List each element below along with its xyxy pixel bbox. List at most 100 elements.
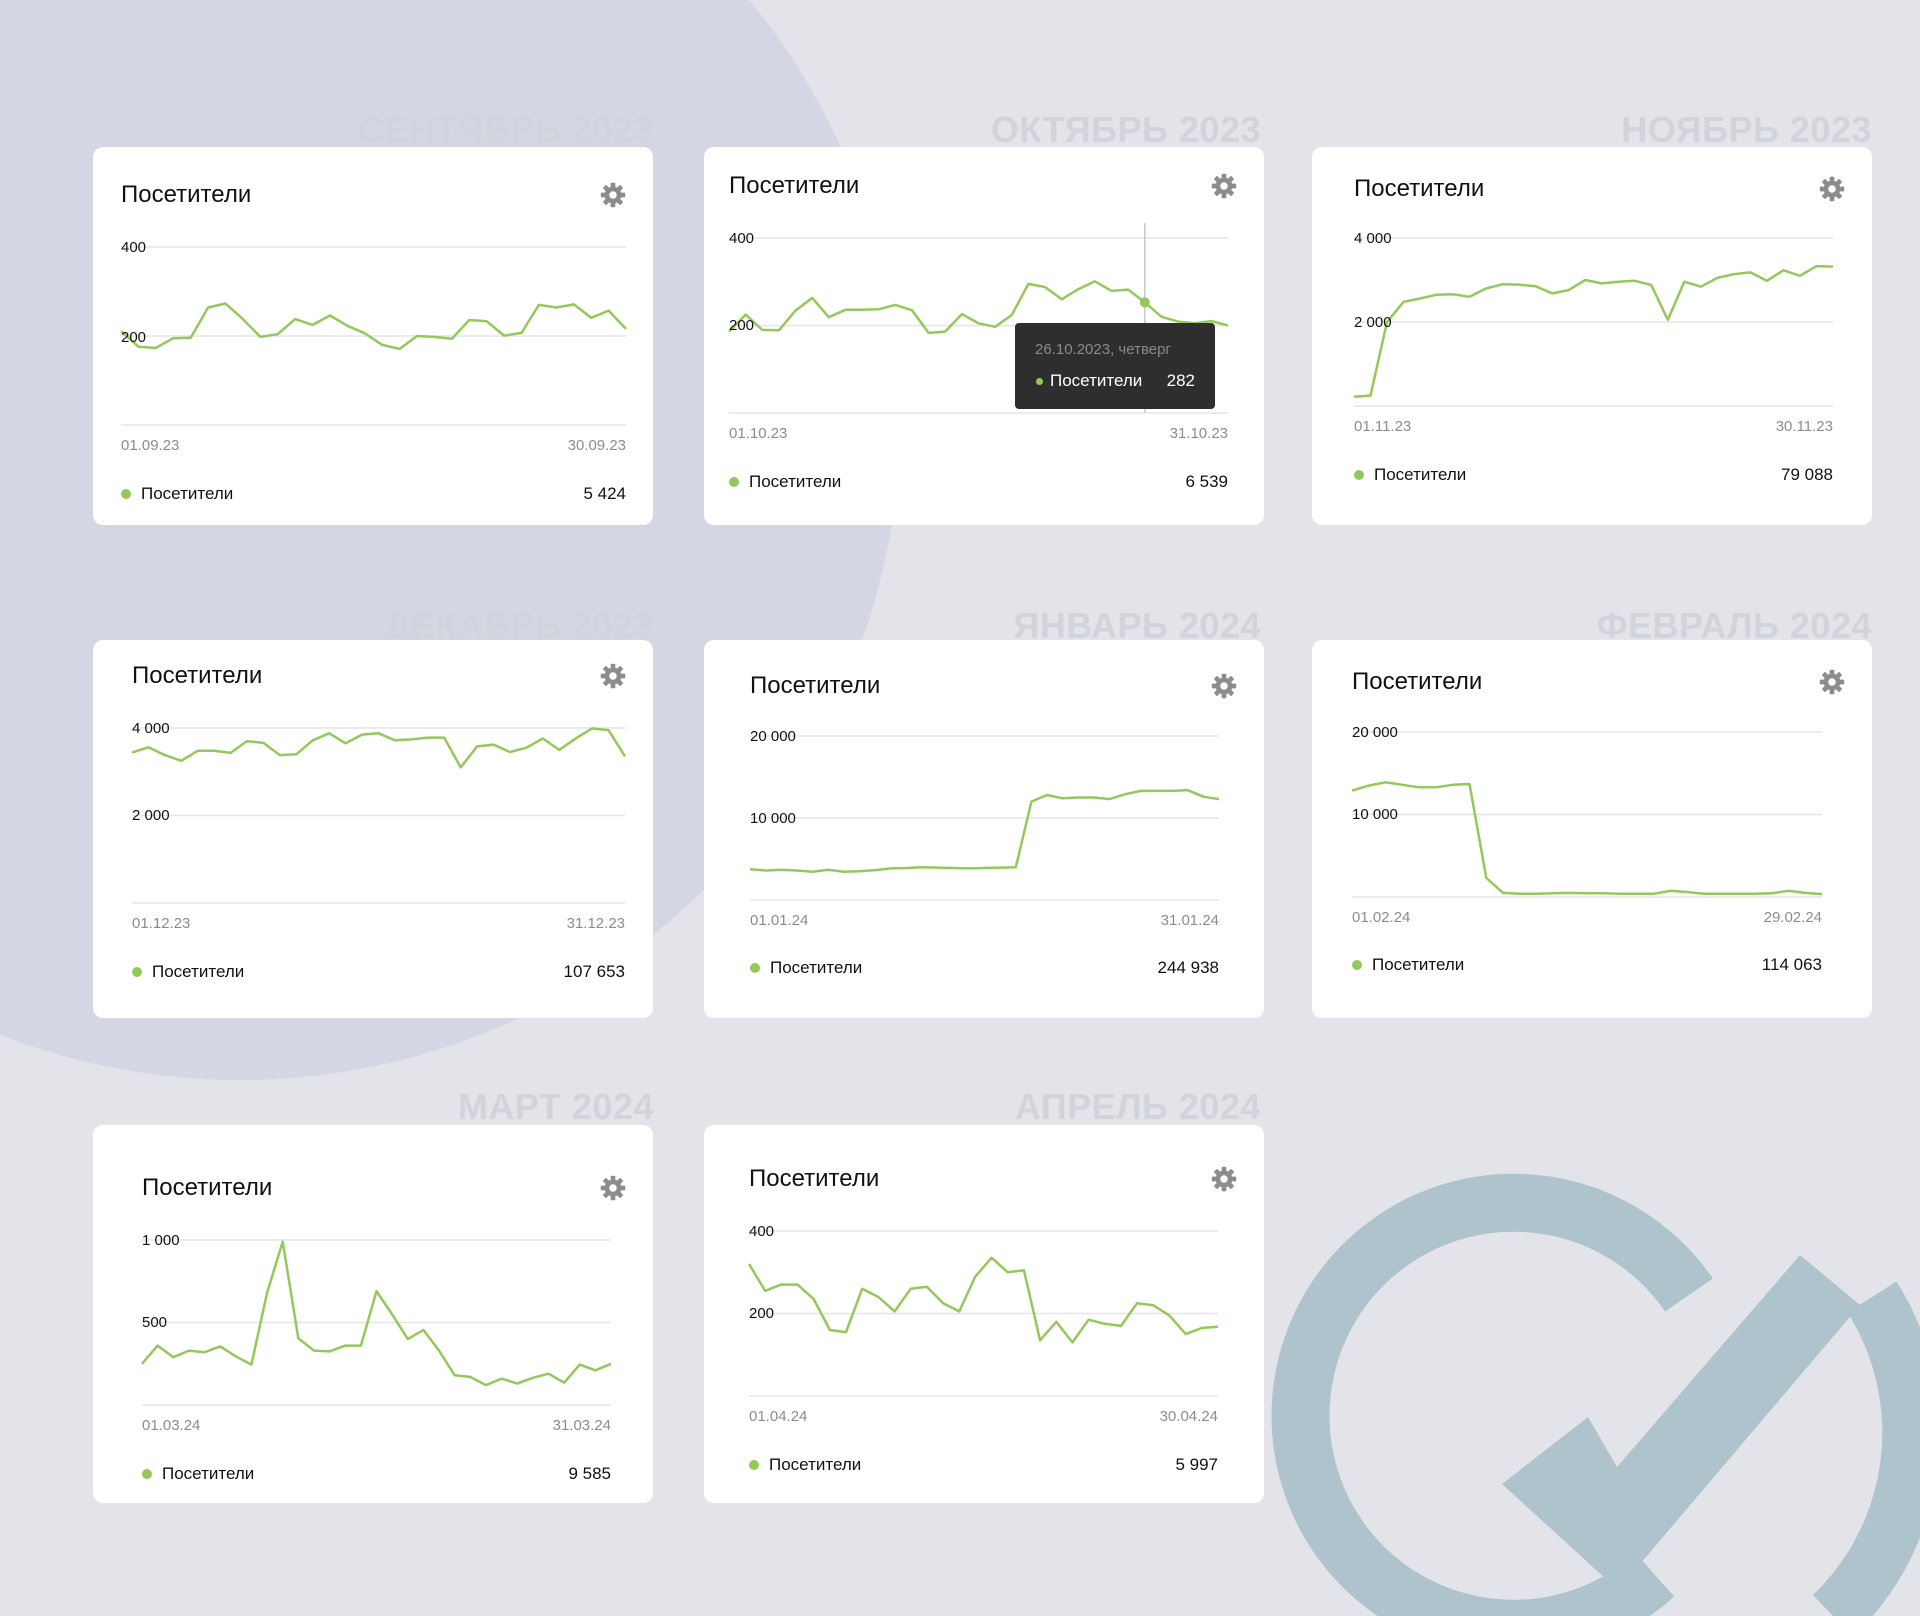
data-point[interactable] — [886, 863, 896, 873]
data-point[interactable] — [554, 745, 564, 755]
data-point[interactable] — [360, 328, 370, 338]
data-point[interactable] — [528, 1373, 538, 1383]
data-point[interactable] — [1745, 267, 1755, 277]
data-point[interactable] — [544, 1369, 554, 1379]
data-point[interactable] — [873, 1292, 883, 1302]
data-point[interactable] — [482, 316, 492, 326]
legend-item[interactable]: Посетители — [1354, 465, 1466, 485]
data-point[interactable] — [1547, 288, 1557, 298]
data-point[interactable] — [987, 1253, 997, 1263]
data-point[interactable] — [512, 1379, 522, 1389]
data-point[interactable] — [275, 750, 285, 760]
data-point[interactable] — [538, 734, 548, 744]
data-point[interactable] — [559, 1378, 569, 1388]
data-point[interactable] — [1364, 781, 1374, 791]
legend-item[interactable]: Посетители — [1352, 955, 1464, 975]
data-point[interactable] — [1750, 889, 1760, 899]
data-point[interactable] — [423, 733, 433, 743]
data-point[interactable] — [1828, 262, 1838, 272]
data-point[interactable] — [193, 746, 203, 756]
data-point[interactable] — [1729, 269, 1739, 279]
data-point[interactable] — [1663, 315, 1673, 325]
data-point[interactable] — [980, 863, 990, 873]
data-point[interactable] — [1165, 1311, 1175, 1321]
data-point[interactable] — [1181, 1329, 1191, 1339]
data-point[interactable] — [571, 734, 581, 744]
data-point[interactable] — [1812, 261, 1822, 271]
data-point[interactable] — [429, 332, 439, 342]
data-point[interactable] — [278, 1237, 288, 1247]
data-point[interactable] — [1067, 1337, 1077, 1347]
data-point[interactable] — [922, 1282, 932, 1292]
data-point[interactable] — [1349, 392, 1359, 402]
data-point[interactable] — [1120, 789, 1130, 799]
data-point[interactable] — [395, 344, 405, 354]
data-point[interactable] — [1531, 281, 1541, 291]
data-point[interactable] — [447, 334, 457, 344]
data-point[interactable] — [137, 1359, 147, 1369]
legend-item[interactable]: Посетители — [121, 484, 233, 504]
data-point[interactable] — [1616, 889, 1626, 899]
legend-item[interactable]: Посетители — [750, 958, 862, 978]
data-point[interactable] — [226, 748, 236, 758]
data-point[interactable] — [1035, 1335, 1045, 1345]
data-point[interactable] — [1465, 292, 1475, 302]
data-point[interactable] — [387, 1309, 397, 1319]
data-point[interactable] — [1431, 782, 1441, 792]
data-point[interactable] — [255, 332, 265, 342]
data-point[interactable] — [481, 1380, 491, 1390]
data-point[interactable] — [808, 867, 818, 877]
data-point[interactable] — [854, 866, 864, 876]
data-point[interactable] — [308, 320, 318, 330]
data-point[interactable] — [604, 306, 614, 316]
data-point[interactable] — [1448, 780, 1458, 790]
data-point[interactable] — [1783, 886, 1793, 896]
data-point[interactable] — [1696, 282, 1706, 292]
data-point[interactable] — [841, 1327, 851, 1337]
data-point[interactable] — [604, 725, 614, 735]
gear-icon[interactable] — [1210, 672, 1238, 700]
data-point[interactable] — [1632, 889, 1642, 899]
data-point[interactable] — [151, 343, 161, 353]
data-point[interactable] — [1042, 790, 1052, 800]
data-point[interactable] — [1167, 786, 1177, 796]
data-point[interactable] — [793, 1280, 803, 1290]
data-point[interactable] — [917, 862, 927, 872]
data-point[interactable] — [1073, 284, 1083, 294]
data-point[interactable] — [143, 742, 153, 752]
data-point[interactable] — [456, 762, 466, 772]
data-point[interactable] — [1481, 873, 1491, 883]
data-point[interactable] — [1381, 777, 1391, 787]
data-point[interactable] — [1084, 1315, 1094, 1325]
data-point[interactable] — [906, 1284, 916, 1294]
data-point[interactable] — [1003, 1267, 1013, 1277]
data-point[interactable] — [1762, 276, 1772, 286]
data-point[interactable] — [1157, 312, 1167, 322]
data-point[interactable] — [857, 305, 867, 315]
data-point[interactable] — [1666, 886, 1676, 896]
data-point[interactable] — [760, 1286, 770, 1296]
data-point[interactable] — [1132, 1298, 1142, 1308]
data-point[interactable] — [497, 1374, 507, 1384]
data-point[interactable] — [1058, 793, 1068, 803]
data-point[interactable] — [575, 1360, 585, 1370]
data-point[interactable] — [957, 309, 967, 319]
data-point[interactable] — [464, 315, 474, 325]
data-point[interactable] — [127, 748, 137, 758]
data-point[interactable] — [825, 1325, 835, 1335]
data-point[interactable] — [620, 751, 630, 761]
data-point[interactable] — [1116, 1321, 1126, 1331]
data-point[interactable] — [1090, 276, 1100, 286]
data-point[interactable] — [1548, 888, 1558, 898]
data-point[interactable] — [1716, 889, 1726, 899]
data-point[interactable] — [1465, 779, 1475, 789]
data-point[interactable] — [974, 318, 984, 328]
data-point[interactable] — [1679, 277, 1689, 287]
data-point[interactable] — [203, 303, 213, 313]
data-point[interactable] — [890, 1306, 900, 1316]
data-point[interactable] — [341, 738, 351, 748]
data-point[interactable] — [744, 1259, 754, 1269]
data-point[interactable] — [472, 741, 482, 751]
data-point[interactable] — [357, 730, 367, 740]
data-point[interactable] — [308, 735, 318, 745]
